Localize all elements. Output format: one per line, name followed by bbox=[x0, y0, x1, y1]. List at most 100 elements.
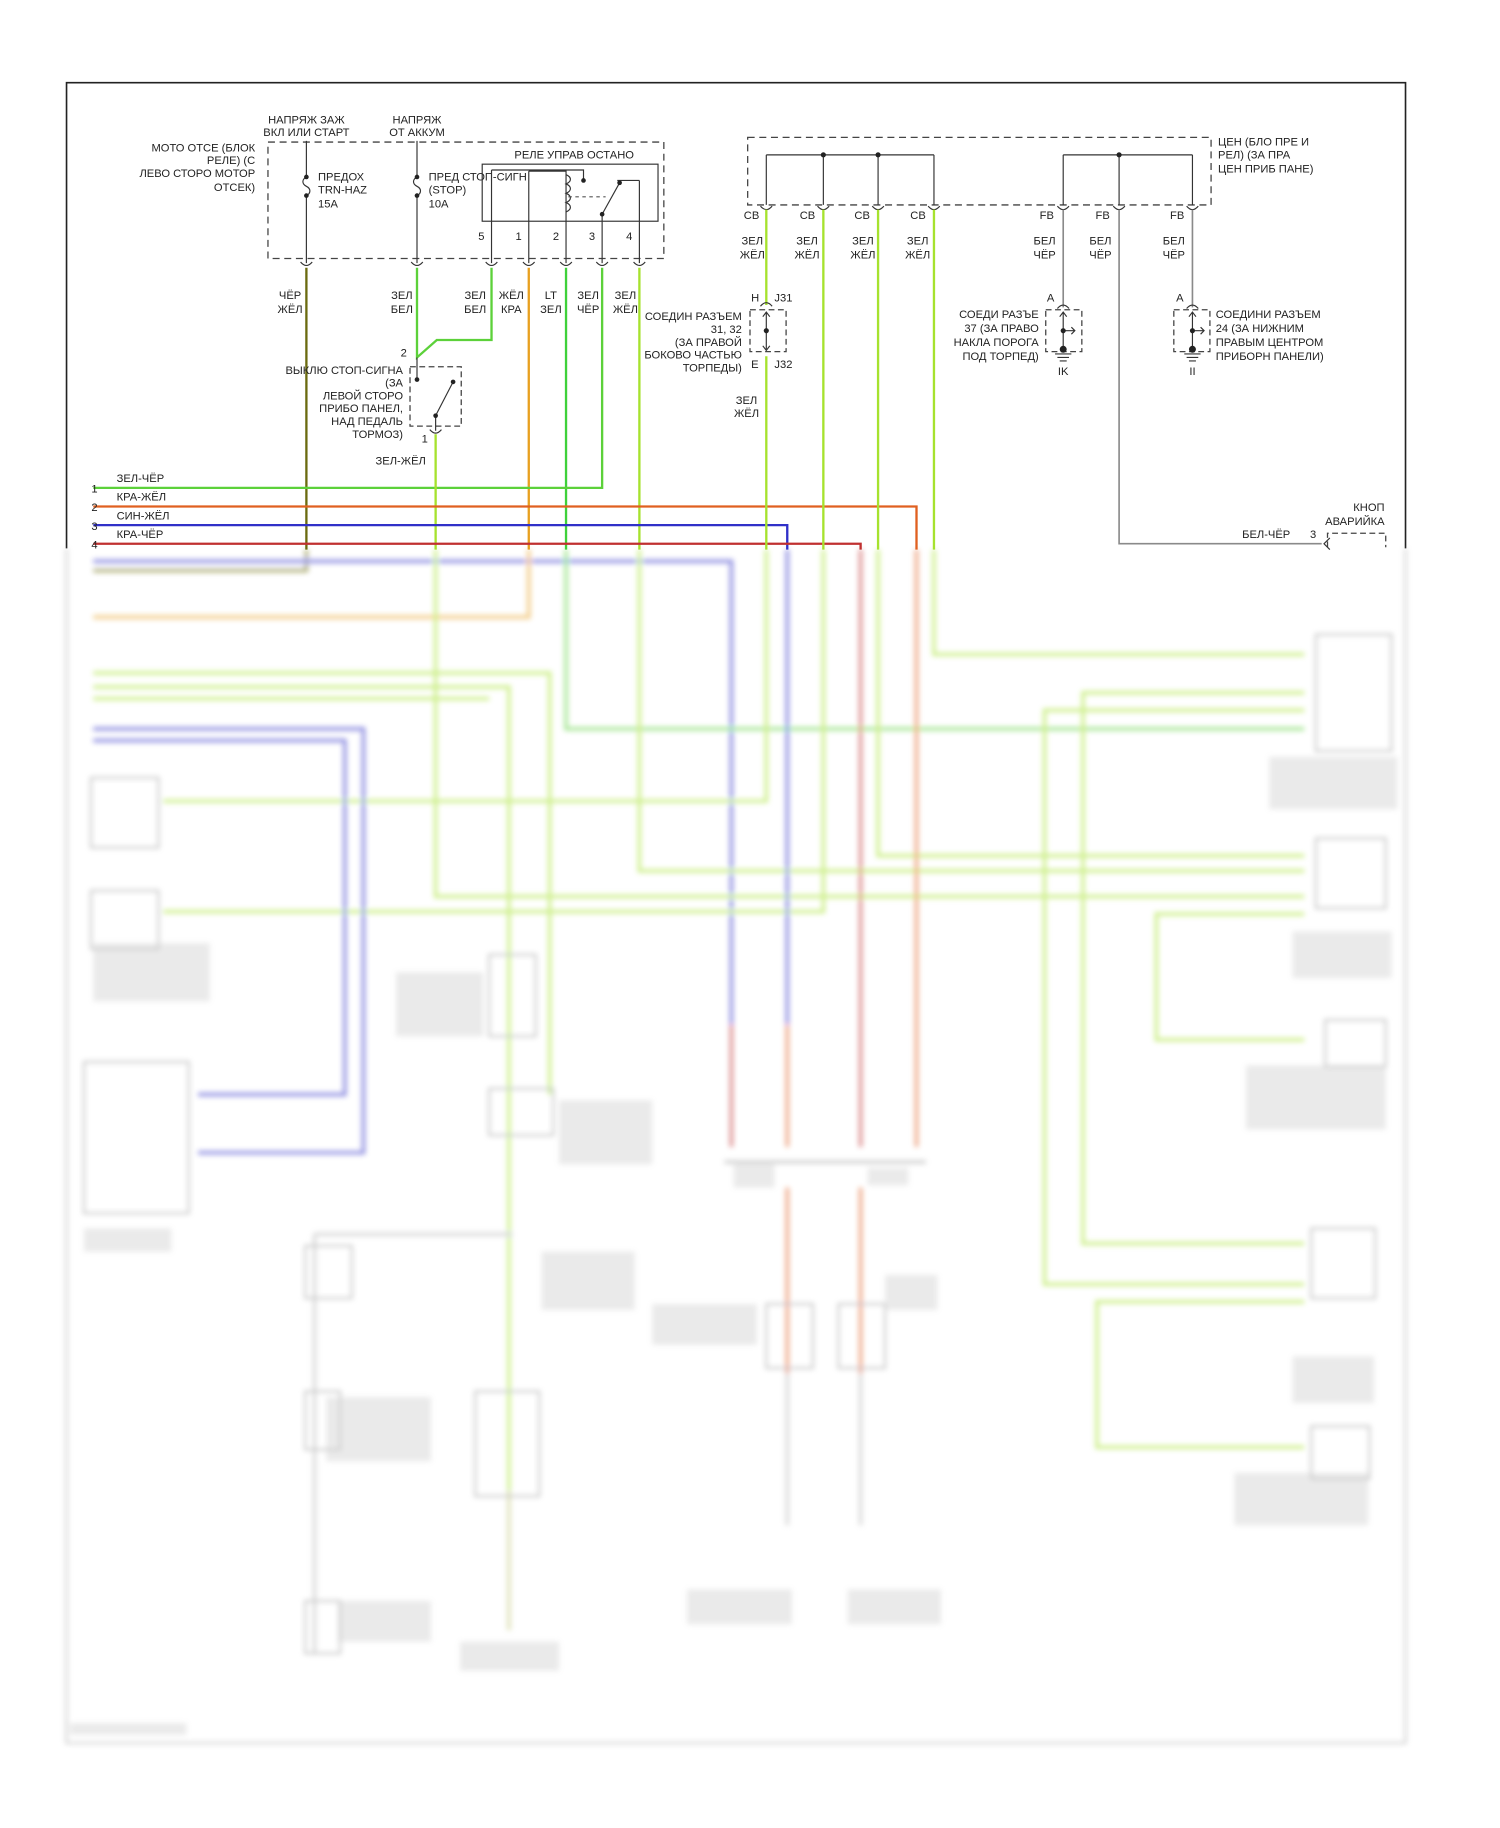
joint-name: J31 bbox=[774, 293, 792, 305]
blurred-text-block bbox=[93, 943, 210, 1002]
blurred-text-block bbox=[847, 1589, 941, 1625]
brake-switch-label: ВЫКЛЮ СТОП-СИГНА bbox=[285, 365, 403, 377]
joint-label: ТОРПЕДЫ) bbox=[683, 362, 742, 374]
connector-icons bbox=[760, 205, 1199, 211]
ground-label: СОЕДИНИ РАЗЪЕМ bbox=[1216, 309, 1321, 321]
blurred-text-block bbox=[1292, 1356, 1375, 1404]
central-box-label: РЕЛ) (ЗА ПРА bbox=[1218, 149, 1291, 161]
fuse2-label: ПРЕД СТОП-СИГН bbox=[429, 171, 527, 183]
pin-label: CB bbox=[854, 210, 870, 222]
blurred-text-block bbox=[460, 1641, 560, 1671]
bus-label: СИН-ЖЁЛ bbox=[117, 510, 170, 522]
blurred-component bbox=[837, 1303, 886, 1369]
hazard-switch-label: КНОП bbox=[1353, 502, 1384, 514]
blurred-wire bbox=[93, 549, 309, 573]
ground-label: ПОД ТОРПЕД) bbox=[962, 351, 1039, 363]
engine-box-label: РЕЛЕ) (С bbox=[207, 155, 255, 167]
blurred-component bbox=[1314, 837, 1387, 910]
wire-color-label: ЗЕЛ bbox=[907, 236, 929, 248]
wire-color-label: ЗЕЛ bbox=[852, 236, 874, 248]
wire-color-label: ЖЁЛ bbox=[499, 290, 524, 302]
wire-color-label: ЖЁЛ bbox=[905, 249, 930, 261]
central-fuse-box: ЦЕН (БЛО ПРЕ И РЕЛ) (ЗА ПРА ЦЕН ПРИБ ПАН… bbox=[740, 137, 1314, 262]
wire-color-label: БЕЛ bbox=[1163, 236, 1185, 248]
switch-pin: 1 bbox=[422, 433, 428, 445]
relay-pin: 4 bbox=[626, 231, 632, 243]
wire-color-label: ЖЁЛ bbox=[740, 249, 765, 261]
ground-connector-ii: A II СОЕДИНИ РАЗЪЕМ 24 (ЗА НИЖНИМ ПРАВЫМ… bbox=[1173, 293, 1324, 378]
wire-color-label: ЗЕЛ bbox=[615, 290, 637, 302]
blurred-wire bbox=[433, 549, 1305, 899]
blurred-text-block bbox=[559, 1100, 653, 1165]
pin-label: CB bbox=[800, 210, 816, 222]
supply-ign-label: НАПРЯЖ ЗАЖ bbox=[268, 114, 345, 126]
diagram-frame bbox=[65, 81, 1407, 549]
bus-label: ЗЕЛ-ЧЁР bbox=[117, 473, 165, 485]
blurred-text-block bbox=[70, 1723, 187, 1735]
ground-icon bbox=[1055, 353, 1072, 362]
fuse1-label: ПРЕДОХ bbox=[318, 171, 365, 183]
bus-label: КРА-ЖЁЛ bbox=[117, 492, 166, 504]
blurred-wire bbox=[93, 727, 366, 1155]
wire-color-label: ЧЁР bbox=[1089, 249, 1111, 261]
pin-label: CB bbox=[910, 210, 926, 222]
pin-label: CB bbox=[744, 210, 760, 222]
brake-switch-label: ТОРМОЗ) bbox=[352, 429, 403, 441]
wire-color-label: ЧЁР bbox=[577, 304, 599, 316]
blurred-component bbox=[488, 953, 537, 1038]
blurred-component bbox=[90, 889, 160, 950]
bus-number: 4 bbox=[91, 539, 97, 551]
wire-color-label: ЗЕЛ bbox=[464, 290, 486, 302]
wire-color-label: ЗЕЛ bbox=[577, 290, 599, 302]
wire-color-label: ЖЁЛ bbox=[613, 304, 638, 316]
joint-label: СОЕДИН РАЗЪЕМ bbox=[645, 311, 742, 323]
blurred-text-block bbox=[1234, 1472, 1369, 1526]
blurred-wire bbox=[876, 549, 1305, 858]
blurred-text-block bbox=[84, 1228, 172, 1252]
engine-box-label: МОТО ОТСЕ (БЛОК bbox=[151, 142, 255, 154]
wire-labels: ЧЁР ЖЁЛ ЗЕЛ БЕЛ ЗЕЛ БЕЛ ЖЁЛ КРА LT ЗЕЛ З… bbox=[278, 290, 638, 316]
blurred-wire bbox=[163, 549, 826, 914]
wire-color-label: ЖЁЛ bbox=[278, 304, 303, 316]
relay-pin: 3 bbox=[589, 231, 595, 243]
relay-title: РЕЛЕ УПРАВ ОСТАНО bbox=[514, 149, 634, 161]
fuse2-label: (STOP) bbox=[429, 184, 467, 196]
blurred-wire bbox=[93, 738, 347, 1097]
relay-pin: 2 bbox=[553, 231, 559, 243]
central-box-label: ЦЕН ПРИБ ПАНЕ) bbox=[1218, 163, 1314, 175]
wire-green-white bbox=[415, 267, 493, 361]
wire-color-label: ЗЕЛ bbox=[742, 236, 764, 248]
pin-label: E bbox=[751, 359, 758, 371]
bus-number: 1 bbox=[91, 484, 97, 496]
fuse-icon bbox=[412, 176, 422, 197]
blurred-text-block bbox=[1292, 931, 1392, 979]
hazard-switch-label: АВАРИЙКА bbox=[1325, 515, 1385, 528]
fuse2-label: 10A bbox=[429, 198, 449, 210]
bus-line-2 bbox=[93, 505, 918, 550]
blurred-component bbox=[304, 1244, 353, 1300]
joint-label: БОКОВО ЧАСТЬЮ bbox=[644, 350, 742, 362]
blurred-text-block bbox=[396, 972, 484, 1037]
wire-color-label: КРА bbox=[501, 304, 522, 316]
brake-light-switch: 2 1 ВЫКЛЮ СТОП-СИГНА (ЗА ЛЕВОЙ СТОРО ПРИ… bbox=[285, 347, 462, 468]
brake-switch-label: ПРИБО ПАНЕЛ, bbox=[319, 403, 403, 415]
bus-number: 2 bbox=[91, 502, 97, 514]
relay-pin: 1 bbox=[516, 231, 522, 243]
bus-line-4 bbox=[93, 542, 862, 550]
blurred-component bbox=[765, 1303, 814, 1369]
supply-batt-label: НАПРЯЖ bbox=[393, 114, 443, 126]
blurred-component bbox=[90, 776, 160, 849]
fuse-icon bbox=[302, 176, 311, 197]
relay-icon bbox=[481, 163, 659, 222]
blurred-wire bbox=[93, 671, 552, 1095]
wire-color-label: ЗЕЛ-ЖЁЛ bbox=[376, 456, 426, 468]
joint-connector-j31-j32: H J31 E J32 СОЕДИН РАЗЪЕМ 31, 32 (ЗА ПРА… bbox=[644, 293, 792, 420]
wire-color-label: ЧЁР bbox=[1163, 249, 1185, 261]
blurred-component bbox=[1314, 633, 1393, 752]
wire-color-label: ЖЁЛ bbox=[734, 408, 759, 420]
blurred-component bbox=[474, 1390, 541, 1498]
blurred-text-block bbox=[326, 1397, 431, 1462]
switch-pin: 2 bbox=[401, 347, 407, 359]
blurred-wire bbox=[65, 548, 1407, 1744]
pin-label: H bbox=[751, 293, 759, 305]
